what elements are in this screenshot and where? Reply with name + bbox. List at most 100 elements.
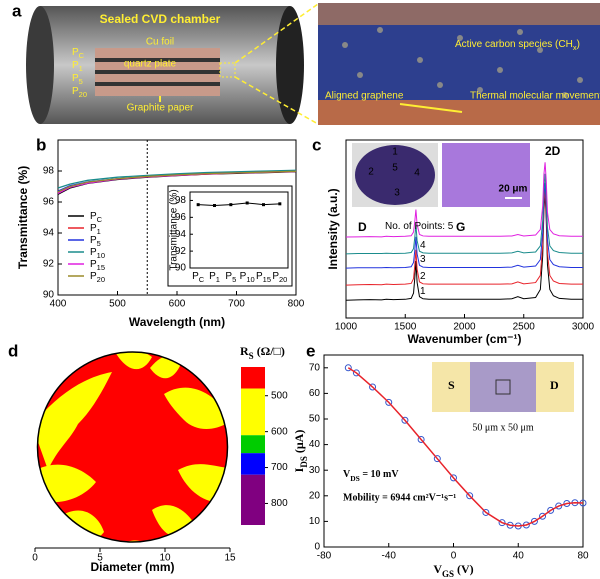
x-tick-label: 1500 xyxy=(394,322,417,333)
inset-line xyxy=(198,202,280,207)
inset-category: P10 xyxy=(240,271,255,285)
cu-foil: Cu foil xyxy=(146,37,174,48)
y-tick-label: 98 xyxy=(43,166,55,177)
data-point xyxy=(466,492,474,500)
data-point xyxy=(547,506,555,514)
colorbar-title: RS (Ω/□) xyxy=(240,344,285,361)
position-label-part: 20 xyxy=(79,90,87,99)
data-point xyxy=(352,369,360,377)
inset-point xyxy=(196,203,200,207)
annotation-part: V xyxy=(343,469,351,480)
micrograph xyxy=(442,143,530,207)
y-tick-label: 20 xyxy=(309,490,321,501)
legend-label-part: P xyxy=(90,211,97,222)
data-line xyxy=(345,162,583,238)
annotation-part: DS xyxy=(350,474,360,483)
peak-label: 2D xyxy=(545,144,561,158)
x-axis-label: VGS (V) xyxy=(433,562,473,579)
y-tick-label: 90 xyxy=(43,290,55,301)
data-line xyxy=(57,169,297,189)
channel xyxy=(470,362,536,412)
chamber-end xyxy=(276,6,304,124)
colorbar-band xyxy=(241,474,265,525)
legend-label: P5 xyxy=(90,235,101,249)
data-line xyxy=(345,173,583,255)
colorbar-title-part: (Ω/□) xyxy=(254,344,285,358)
inset-point xyxy=(278,202,282,206)
legend-label: P15 xyxy=(90,259,105,273)
y-axis-label-part: DS xyxy=(299,456,309,468)
x-tick-label: 500 xyxy=(109,299,126,310)
y-axis-label: Intensity (a.u.) xyxy=(326,188,340,269)
thermal-movement: Thermal molecular movement xyxy=(470,91,600,102)
scale-bar-label: 20 μm xyxy=(499,184,528,195)
colorbar-tick-label: 500 xyxy=(271,390,288,401)
x-tick-label: 600 xyxy=(169,299,186,310)
inset-y-label: Transmittance (%) xyxy=(169,189,180,270)
data-point xyxy=(417,435,425,443)
data-point xyxy=(555,502,563,510)
position-label: P5 xyxy=(72,73,83,87)
wafer-outline xyxy=(36,351,229,543)
x-tick-label: 40 xyxy=(513,551,525,562)
inset-category-part: P xyxy=(225,271,232,282)
map-region xyxy=(114,352,152,369)
active-carbon: Active carbon species (CHx) xyxy=(455,39,580,53)
data-point xyxy=(498,519,506,527)
data-point xyxy=(401,416,409,424)
series-label: 1 xyxy=(420,286,426,297)
y-axis-label: IDS (μA) xyxy=(292,430,309,473)
colorbar-band xyxy=(241,388,265,436)
data-point xyxy=(433,455,441,463)
y-tick-label: 98 xyxy=(175,195,187,206)
legend-label: PC xyxy=(90,211,103,225)
x-axis-label: Diameter (mm) xyxy=(90,560,174,574)
y-tick-label: 92 xyxy=(43,259,55,270)
channel-box xyxy=(495,379,511,395)
inset-frame xyxy=(167,185,293,287)
colorbar-title-part: R xyxy=(240,344,249,358)
data-point xyxy=(450,474,457,482)
inset-category-part: P xyxy=(209,271,216,282)
position-label: P20 xyxy=(72,86,87,100)
colorbar-tick-label: 600 xyxy=(271,426,288,437)
x-tick-label: 800 xyxy=(288,299,305,310)
colorbar-title-part: S xyxy=(249,351,254,361)
inset-label: 50 μm x 50 μm xyxy=(472,422,534,433)
y-tick-label: 96 xyxy=(43,197,55,208)
y-axis-label-part: (μA) xyxy=(292,430,306,456)
panel-a: a Sealed CVD chamber Cu foil quartz plat… xyxy=(12,1,600,125)
legend-label-part: 1 xyxy=(97,227,101,236)
wafer-map xyxy=(37,352,228,542)
chamber-end xyxy=(26,6,54,124)
colorbar-band xyxy=(241,367,265,389)
x-axis-label-part: (V) xyxy=(454,562,474,576)
y-tick-label: 90 xyxy=(175,263,187,274)
series-label: 3 xyxy=(420,254,426,265)
legend-label-part: P xyxy=(90,223,97,234)
inset-plot xyxy=(189,191,289,269)
legend-label-part: C xyxy=(97,215,103,224)
wafer xyxy=(355,145,435,205)
inset-label: D xyxy=(550,378,559,392)
annotation-part: = 10 mV xyxy=(360,469,400,480)
x-axis-label-part: GS xyxy=(442,569,454,579)
panel-label: e xyxy=(306,341,315,360)
inset-label: S xyxy=(448,378,455,392)
legend-label-part: P xyxy=(90,271,97,282)
data-point xyxy=(369,383,377,391)
colorbar-band xyxy=(241,453,265,475)
inset-category: P5 xyxy=(225,271,236,285)
data-point xyxy=(539,512,547,520)
x-tick-label: 2000 xyxy=(453,322,476,333)
position-label-part: 1 xyxy=(79,64,83,73)
y-tick-label: 50 xyxy=(309,414,321,425)
stripe xyxy=(95,70,220,74)
zoom-line xyxy=(234,3,319,64)
position-label: P1 xyxy=(72,60,83,74)
y-tick-label: 94 xyxy=(175,229,187,240)
arrow xyxy=(399,103,463,113)
inset-category-part: 10 xyxy=(246,275,254,284)
inset-category-part: C xyxy=(199,275,205,284)
